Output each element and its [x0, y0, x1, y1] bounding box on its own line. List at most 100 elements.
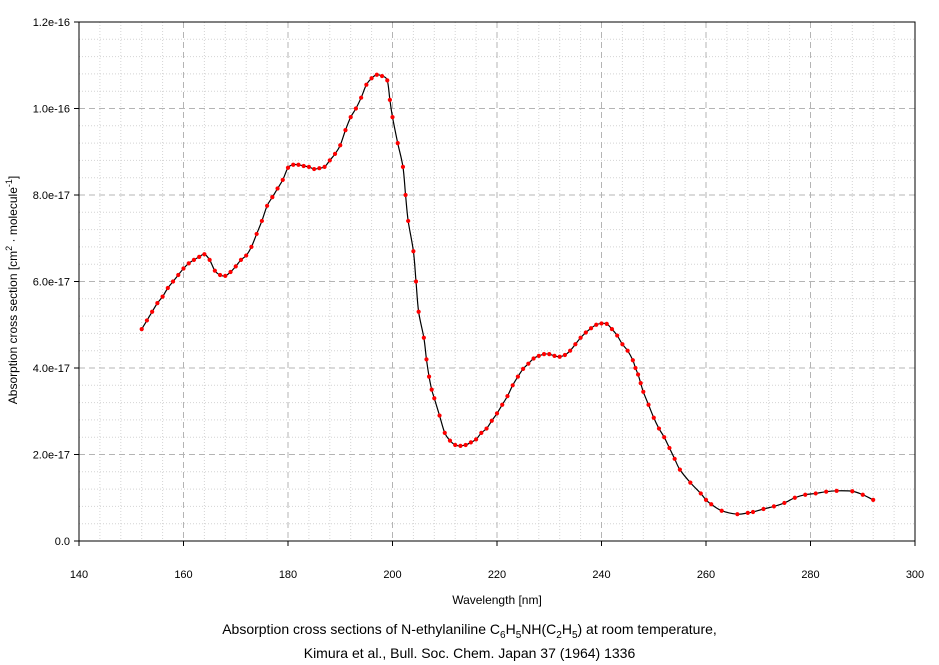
data-point [662, 435, 667, 440]
data-point [625, 348, 630, 353]
data-point [411, 249, 416, 254]
data-point [521, 366, 526, 371]
x-tick-label: 200 [383, 569, 401, 581]
data-point [343, 128, 348, 133]
data-point [745, 510, 750, 515]
x-tick-label: 220 [488, 569, 506, 581]
x-axis-ticks: 140 160 180 200 220 240 260 280 300 [70, 541, 924, 581]
data-point [735, 512, 740, 517]
x-tick-label: 140 [70, 569, 88, 581]
y-tick-label: 1.0e-16 [33, 104, 70, 116]
data-point [552, 353, 557, 358]
data-point [594, 322, 599, 327]
data-point [212, 268, 217, 273]
y-tick-label: 0.0 [55, 536, 70, 548]
data-point [583, 330, 588, 335]
data-point [453, 442, 458, 448]
data-point [437, 413, 442, 418]
data-point [573, 342, 578, 347]
data-point [165, 285, 170, 291]
caption-line-2: Kimura et al., Bull. Soc. Chem. Japan 37… [303, 645, 636, 661]
data-point [871, 497, 876, 503]
data-point [458, 443, 463, 448]
data-point [667, 445, 672, 451]
data-point [429, 387, 434, 392]
data-point [139, 326, 144, 332]
data-point [306, 164, 311, 169]
data-point [447, 438, 453, 443]
data-point [633, 365, 638, 371]
data-point [578, 335, 583, 340]
data-point [489, 418, 494, 423]
data-point [834, 488, 839, 493]
data-point [322, 164, 327, 169]
data-point [557, 354, 562, 359]
data-point [385, 78, 390, 83]
data-point [505, 394, 510, 399]
data-point [327, 158, 332, 163]
data-point [387, 97, 392, 102]
data-point [285, 165, 291, 170]
data-point [719, 508, 724, 513]
y-tick-label: 2.0e-17 [33, 450, 70, 462]
data-point [170, 279, 176, 284]
data-point [317, 166, 322, 171]
y-tick-label: 4.0e-17 [33, 363, 70, 375]
data-point [150, 309, 155, 314]
data-point [374, 72, 379, 77]
data-point [160, 294, 165, 299]
data-point [217, 272, 223, 278]
data-point [500, 402, 505, 407]
data-point [599, 321, 604, 326]
data-point [233, 264, 238, 269]
data-point [301, 163, 306, 169]
data-point [494, 411, 500, 416]
data-point [615, 333, 620, 338]
grid-major [79, 22, 915, 541]
data-point [181, 266, 186, 271]
series-line [141, 74, 874, 515]
data-point [238, 257, 244, 262]
data-point [562, 352, 568, 358]
data-point [850, 489, 855, 494]
data-point [803, 492, 808, 497]
data-point [332, 151, 338, 157]
data-point [761, 506, 766, 512]
data-point [536, 353, 541, 358]
data-point [291, 162, 296, 167]
data-point [463, 442, 468, 448]
data-point [641, 389, 646, 394]
data-point [688, 480, 693, 485]
y-axis-label: Absorption cross section [cm2 · molecule… [4, 176, 20, 404]
data-point [369, 76, 374, 81]
data-point [510, 383, 515, 388]
data-point [244, 253, 249, 258]
data-point [860, 492, 865, 497]
y-tick-label: 8.0e-17 [33, 190, 70, 202]
data-point [207, 257, 212, 262]
data-point [390, 115, 395, 120]
data-point [202, 252, 207, 257]
y-tick-label: 1.2e-16 [33, 17, 70, 29]
data-point [413, 279, 419, 284]
data-point [379, 73, 385, 79]
data-point [296, 162, 301, 167]
data-point [646, 402, 651, 407]
data-point [474, 437, 479, 442]
x-tick-label: 160 [174, 569, 192, 581]
data-point [186, 261, 191, 266]
data-point [364, 82, 369, 87]
x-axis-label: Wavelength [nm] [452, 593, 542, 607]
data-point [630, 358, 635, 363]
data-point [771, 504, 777, 509]
data-point [421, 335, 426, 340]
data-point [547, 352, 552, 357]
data-point [824, 489, 829, 494]
data-point [254, 231, 259, 237]
data-point [353, 106, 359, 111]
data-point [191, 257, 197, 262]
y-tick-label: 6.0e-17 [33, 277, 70, 289]
data-point [468, 440, 473, 445]
data-point [750, 509, 756, 515]
